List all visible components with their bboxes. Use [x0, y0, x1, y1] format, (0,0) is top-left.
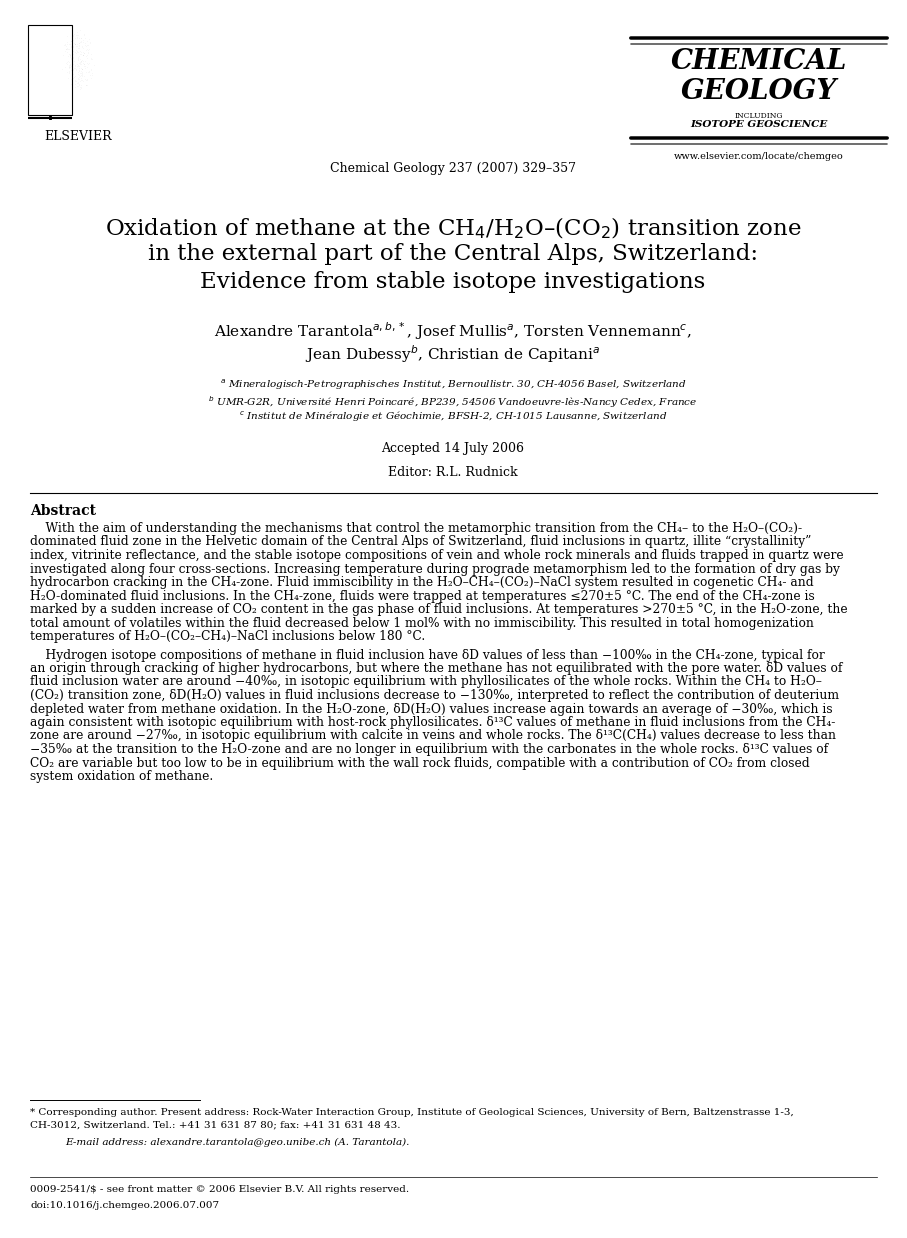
Text: hydrocarbon cracking in the CH₄-zone. Fluid immiscibility in the H₂O–CH₄–(CO₂)–N: hydrocarbon cracking in the CH₄-zone. Fl… [30, 576, 814, 589]
Polygon shape [45, 54, 54, 68]
Text: INCLUDING: INCLUDING [735, 111, 784, 120]
Text: again consistent with isotopic equilibrium with host-rock phyllosilicates. δ¹³C : again consistent with isotopic equilibri… [30, 716, 835, 729]
Text: CO₂ are variable but too low to be in equilibrium with the wall rock fluids, com: CO₂ are variable but too low to be in eq… [30, 756, 810, 770]
Text: 0009-2541/$ - see front matter © 2006 Elsevier B.V. All rights reserved.: 0009-2541/$ - see front matter © 2006 El… [30, 1185, 409, 1193]
Text: Editor: R.L. Rudnick: Editor: R.L. Rudnick [388, 465, 518, 479]
Polygon shape [32, 33, 69, 89]
Text: With the aim of understanding the mechanisms that control the metamorphic transi: With the aim of understanding the mechan… [30, 522, 802, 535]
Text: H₂O-dominated fluid inclusions. In the CH₄-zone, fluids were trapped at temperat: H₂O-dominated fluid inclusions. In the C… [30, 589, 814, 603]
Text: Jean Dubessy$^{b}$, Christian de Capitani$^{a}$: Jean Dubessy$^{b}$, Christian de Capitan… [306, 343, 600, 365]
Text: investigated along four cross-sections. Increasing temperature during prograde m: investigated along four cross-sections. … [30, 562, 840, 576]
Text: (CO₂) transition zone, δD(H₂O) values in fluid inclusions decrease to −130‰, int: (CO₂) transition zone, δD(H₂O) values in… [30, 690, 839, 702]
Text: Abstract: Abstract [30, 504, 96, 517]
Text: marked by a sudden increase of CO₂ content in the gas phase of fluid inclusions.: marked by a sudden increase of CO₂ conte… [30, 603, 848, 617]
Text: Accepted 14 July 2006: Accepted 14 July 2006 [382, 442, 524, 456]
Polygon shape [48, 58, 53, 64]
Text: dominated fluid zone in the Helvetic domain of the Central Alps of Switzerland, : dominated fluid zone in the Helvetic dom… [30, 536, 812, 548]
Text: www.elsevier.com/locate/chemgeo: www.elsevier.com/locate/chemgeo [674, 152, 844, 161]
Text: CHEMICAL: CHEMICAL [671, 48, 847, 76]
Text: system oxidation of methane.: system oxidation of methane. [30, 770, 213, 782]
Text: temperatures of H₂O–(CO₂–CH₄)–NaCl inclusions below 180 °C.: temperatures of H₂O–(CO₂–CH₄)–NaCl inclu… [30, 630, 425, 643]
Text: Oxidation of methane at the CH$_4$/H$_2$O–(CO$_2$) transition zone: Oxidation of methane at the CH$_4$/H$_2$… [104, 215, 802, 241]
Text: Chemical Geology 237 (2007) 329–357: Chemical Geology 237 (2007) 329–357 [330, 162, 576, 175]
Text: * Corresponding author. Present address: Rock-Water Interaction Group, Institute: * Corresponding author. Present address:… [30, 1108, 794, 1129]
Text: in the external part of the Central Alps, Switzerland:: in the external part of the Central Alps… [148, 243, 758, 265]
Text: total amount of volatiles within the fluid decreased below 1 mol% with no immisc: total amount of volatiles within the flu… [30, 617, 814, 629]
Point [43, 51, 57, 71]
Text: ELSEVIER: ELSEVIER [44, 130, 112, 144]
Text: $^c$ Institut de Minéralogie et Géochimie, BFSH-2, CH-1015 Lausanne, Switzerland: $^c$ Institut de Minéralogie et Géochimi… [239, 410, 668, 425]
Text: an origin through cracking of higher hydrocarbons, but where the methane has not: an origin through cracking of higher hyd… [30, 662, 843, 675]
Polygon shape [34, 37, 66, 85]
Text: Evidence from stable isotope investigations: Evidence from stable isotope investigati… [200, 271, 706, 293]
Text: GEOLOGY: GEOLOGY [681, 78, 837, 105]
Text: $^b$ UMR-G2R, Université Henri Poincaré, BP239, 54506 Vandoeuvre-lès-Nancy Cedex: $^b$ UMR-G2R, Université Henri Poincaré,… [209, 394, 697, 410]
Text: ISOTOPE GEOSCIENCE: ISOTOPE GEOSCIENCE [690, 120, 827, 129]
Text: Hydrogen isotope compositions of methane in fluid inclusion have δD values of le: Hydrogen isotope compositions of methane… [30, 649, 824, 661]
Polygon shape [41, 47, 59, 76]
Text: −35‰ at the transition to the H₂O-zone and are no longer in equilibrium with the: −35‰ at the transition to the H₂O-zone a… [30, 743, 828, 756]
Text: $^a$ Mineralogisch-Petrographisches Institut, Bernoullistr. 30, CH-4056 Basel, S: $^a$ Mineralogisch-Petrographisches Inst… [219, 378, 687, 392]
Text: depleted water from methane oxidation. In the H₂O-zone, δD(H₂O) values increase : depleted water from methane oxidation. I… [30, 702, 833, 716]
Text: zone are around −27‰, in isotopic equilibrium with calcite in veins and whole ro: zone are around −27‰, in isotopic equili… [30, 729, 836, 743]
Text: fluid inclusion water are around −40‰, in isotopic equilibrium with phyllosilica: fluid inclusion water are around −40‰, i… [30, 676, 822, 688]
Polygon shape [38, 43, 62, 78]
Text: doi:10.1016/j.chemgeo.2006.07.007: doi:10.1016/j.chemgeo.2006.07.007 [30, 1201, 219, 1210]
Text: Alexandre Tarantola$^{a,b,*}$, Josef Mullis$^{a}$, Torsten Vennemann$^{c}$,: Alexandre Tarantola$^{a,b,*}$, Josef Mul… [214, 319, 692, 342]
Polygon shape [36, 40, 63, 82]
Polygon shape [44, 51, 57, 72]
Text: index, vitrinite reflectance, and the stable isotope compositions of vein and wh: index, vitrinite reflectance, and the st… [30, 548, 844, 562]
Text: E-mail address: alexandre.tarantola@geo.unibe.ch (A. Tarantola).: E-mail address: alexandre.tarantola@geo.… [65, 1138, 409, 1148]
